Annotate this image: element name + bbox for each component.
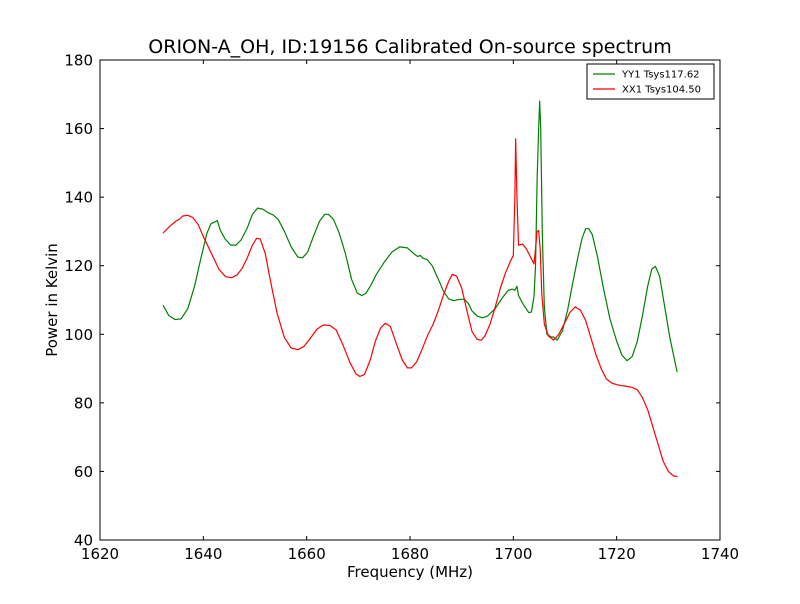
x-tick-label: 1720 <box>598 545 636 563</box>
x-tick-label: 1740 <box>701 545 739 563</box>
xx1-series-line <box>162 138 678 478</box>
legend-label-yy1: YY1 Tsys117.62 <box>621 70 700 81</box>
chart-title: ORION-A_OH, ID:19156 Calibrated On-sourc… <box>148 36 671 58</box>
x-tick-label: 1700 <box>494 545 532 563</box>
y-axis-label: Power in Kelvin <box>43 243 61 357</box>
axis-ticks: 1620 1640 1660 1680 1700 1720 1740 40 60 80 100 120… <box>64 52 739 564</box>
legend: YY1 Tsys117.62 XX1 Tsys104.50 <box>586 63 715 100</box>
x-axis-label: Frequency (MHz) <box>347 563 473 581</box>
x-tick-label: 1620 <box>81 545 119 563</box>
y-tick-label: 60 <box>74 463 93 481</box>
y-tick-label: 140 <box>64 189 93 207</box>
y-tick-label: 180 <box>64 52 93 70</box>
yy1-series-line <box>162 100 678 373</box>
plot-frame <box>99 59 721 541</box>
y-tick-label: 160 <box>64 120 93 138</box>
x-tick-label: 1660 <box>288 545 326 563</box>
plot-area <box>162 100 678 478</box>
legend-box <box>586 63 715 100</box>
y-tick-label: 40 <box>74 532 93 550</box>
x-tick-label: 1680 <box>391 545 429 563</box>
y-tick-label: 80 <box>74 394 93 412</box>
x-tick-label: 1640 <box>184 545 222 563</box>
legend-label-xx1: XX1 Tsys104.50 <box>622 85 701 96</box>
y-tick-label: 120 <box>64 257 93 275</box>
y-tick-label: 100 <box>64 326 93 344</box>
